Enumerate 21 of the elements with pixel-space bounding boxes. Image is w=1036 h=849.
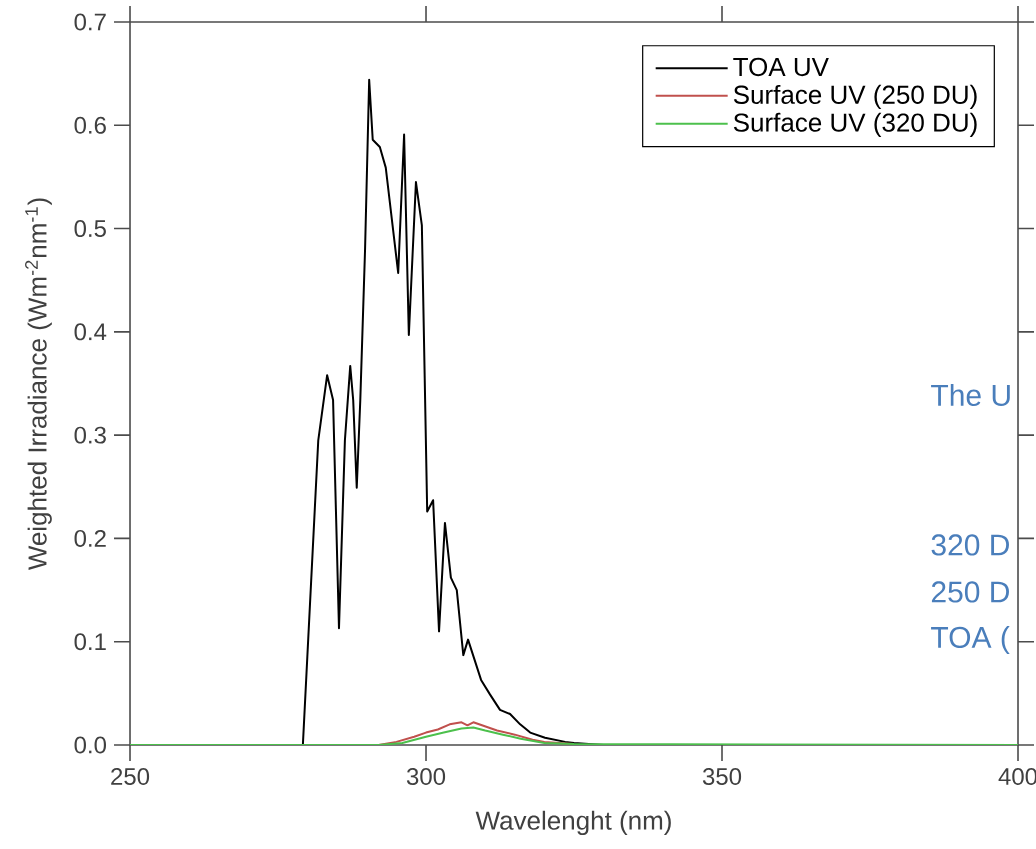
y-tick-label: 0.6 (74, 116, 106, 134)
y-tick-label: 0.0 (74, 736, 107, 754)
y-tick-label: 0.1 (74, 633, 106, 651)
x-tick-label: 350 (702, 768, 742, 786)
x-tick-label: 300 (406, 768, 446, 786)
x-tick-label: 250 (111, 768, 150, 786)
annotation: The U (931, 383, 1010, 406)
y-tick-label: 0.7 (74, 13, 106, 31)
y-tick-label: 0.4 (74, 323, 107, 341)
x-axis-title: Wavelenght (nm) (475, 810, 671, 836)
y-tick-label: 0.3 (74, 426, 106, 444)
legend-label: Surface UV (250 DU) (733, 84, 977, 110)
annotation: TOA ( (931, 626, 1010, 654)
legend-label: Surface UV (320 DU) (733, 112, 977, 137)
line-series (130, 726, 1019, 745)
annotation: 320 D (931, 534, 1009, 556)
y-tick-label: 0.5 (74, 220, 106, 238)
legend-label: TOA UV (733, 57, 829, 77)
annotation: 250 D (931, 581, 1009, 603)
y-tick-label: 0.2 (74, 529, 106, 547)
y-axis-title: Weighted Irradiance (Wm$^{-2}$nm$^{-1}$) (25, 198, 52, 571)
